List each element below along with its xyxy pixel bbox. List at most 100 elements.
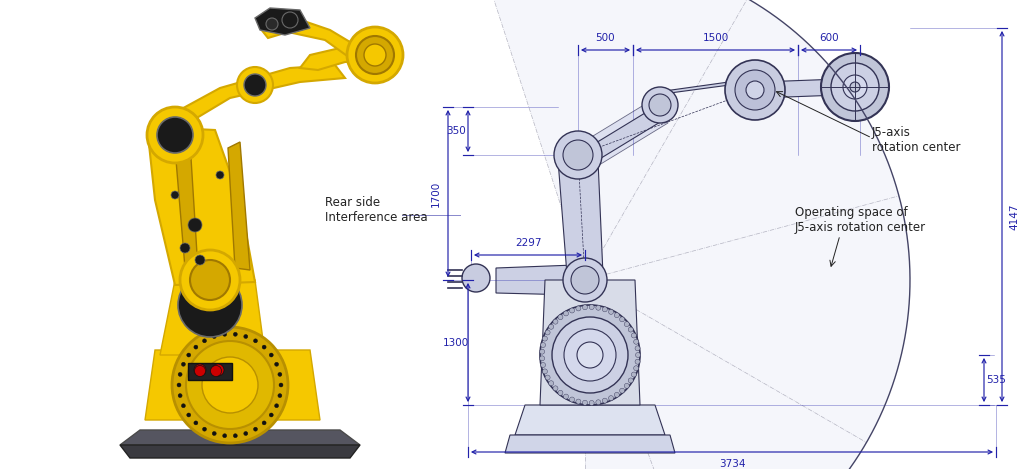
- Polygon shape: [160, 65, 345, 145]
- Circle shape: [262, 345, 266, 349]
- Circle shape: [157, 117, 193, 153]
- Circle shape: [634, 339, 639, 344]
- Polygon shape: [563, 113, 675, 163]
- Circle shape: [850, 82, 860, 92]
- Circle shape: [178, 393, 182, 398]
- Circle shape: [194, 364, 206, 376]
- Circle shape: [545, 330, 550, 335]
- Polygon shape: [145, 350, 319, 420]
- Circle shape: [552, 317, 628, 393]
- Circle shape: [266, 18, 278, 30]
- Circle shape: [614, 392, 620, 397]
- Circle shape: [462, 264, 490, 292]
- Circle shape: [563, 394, 568, 399]
- Circle shape: [614, 313, 620, 318]
- Circle shape: [181, 362, 185, 366]
- Circle shape: [356, 36, 394, 74]
- Circle shape: [625, 383, 630, 388]
- Circle shape: [583, 400, 588, 405]
- Circle shape: [628, 327, 633, 332]
- Circle shape: [212, 364, 224, 376]
- Circle shape: [540, 305, 640, 405]
- Circle shape: [569, 397, 574, 402]
- Circle shape: [222, 332, 226, 336]
- Text: 4147: 4147: [1009, 203, 1019, 230]
- Circle shape: [279, 383, 283, 387]
- Text: 1300: 1300: [442, 338, 469, 348]
- Circle shape: [596, 305, 601, 310]
- Circle shape: [569, 308, 574, 313]
- Circle shape: [237, 67, 273, 103]
- Circle shape: [233, 434, 238, 438]
- Circle shape: [725, 60, 785, 120]
- Circle shape: [636, 353, 640, 357]
- Circle shape: [244, 431, 248, 436]
- Circle shape: [233, 332, 238, 336]
- Text: Operating space of
J5-axis rotation center: Operating space of J5-axis rotation cent…: [795, 206, 926, 234]
- Polygon shape: [650, 80, 767, 93]
- Circle shape: [563, 258, 607, 302]
- Circle shape: [194, 421, 198, 425]
- Circle shape: [649, 94, 671, 116]
- Circle shape: [540, 356, 545, 361]
- Circle shape: [195, 255, 205, 265]
- Polygon shape: [484, 0, 910, 469]
- Circle shape: [575, 399, 581, 404]
- Circle shape: [632, 333, 636, 338]
- Circle shape: [171, 191, 179, 199]
- Text: 1700: 1700: [431, 181, 441, 207]
- Polygon shape: [540, 280, 640, 405]
- Circle shape: [564, 329, 616, 381]
- Text: 2297: 2297: [515, 238, 542, 248]
- Circle shape: [186, 353, 190, 357]
- Circle shape: [628, 378, 633, 383]
- Polygon shape: [148, 128, 255, 285]
- Circle shape: [608, 310, 613, 314]
- Polygon shape: [160, 280, 265, 355]
- Circle shape: [181, 404, 185, 408]
- Circle shape: [244, 74, 266, 96]
- Text: J5-axis
rotation center: J5-axis rotation center: [872, 126, 961, 154]
- Circle shape: [545, 375, 550, 380]
- Circle shape: [177, 383, 181, 387]
- Polygon shape: [515, 405, 665, 435]
- Circle shape: [212, 334, 216, 339]
- Circle shape: [364, 44, 386, 66]
- Circle shape: [625, 322, 630, 326]
- Circle shape: [602, 398, 607, 403]
- Text: 350: 350: [446, 126, 466, 136]
- Polygon shape: [255, 8, 310, 35]
- Circle shape: [262, 421, 266, 425]
- Circle shape: [563, 140, 593, 170]
- Circle shape: [596, 400, 601, 405]
- Text: 500: 500: [596, 33, 615, 43]
- Circle shape: [274, 362, 279, 366]
- Circle shape: [620, 388, 625, 393]
- Circle shape: [195, 365, 206, 377]
- Polygon shape: [175, 142, 198, 270]
- Circle shape: [634, 366, 639, 371]
- Circle shape: [843, 75, 867, 99]
- Circle shape: [554, 131, 602, 179]
- Circle shape: [589, 401, 594, 406]
- Circle shape: [635, 359, 640, 364]
- Circle shape: [831, 63, 879, 111]
- Circle shape: [282, 12, 298, 28]
- Circle shape: [577, 342, 603, 368]
- Circle shape: [549, 324, 554, 329]
- Circle shape: [558, 390, 563, 395]
- Circle shape: [571, 266, 599, 294]
- Polygon shape: [570, 100, 668, 173]
- Text: 600: 600: [819, 33, 839, 43]
- Circle shape: [541, 342, 546, 348]
- Circle shape: [543, 369, 548, 374]
- Circle shape: [735, 70, 775, 110]
- Circle shape: [190, 260, 230, 300]
- Circle shape: [274, 404, 279, 408]
- Circle shape: [269, 413, 273, 417]
- Circle shape: [178, 372, 182, 377]
- Text: Rear side
Interference area: Rear side Interference area: [325, 196, 428, 224]
- Circle shape: [583, 305, 588, 310]
- Circle shape: [543, 336, 548, 341]
- Circle shape: [180, 250, 240, 310]
